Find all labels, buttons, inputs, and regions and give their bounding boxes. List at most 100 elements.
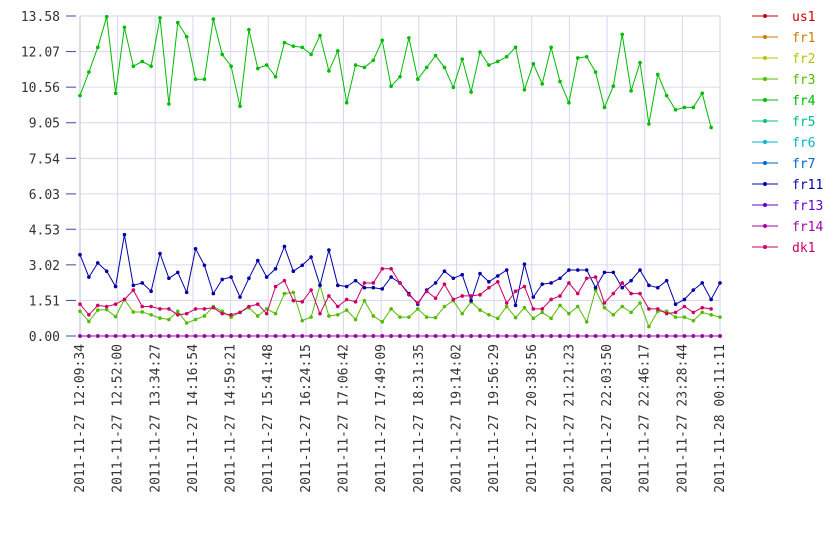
data-point-fr3: [309, 315, 313, 319]
data-point-fr14: [202, 334, 207, 338]
data-point-fr4: [344, 100, 349, 105]
data-point-fr14: [691, 334, 696, 338]
data-point-fr14: [593, 334, 598, 338]
data-point-fr11: [78, 252, 82, 257]
data-point-dk1: [415, 301, 420, 305]
data-point-fr4: [487, 63, 491, 67]
data-point-fr11: [273, 267, 278, 271]
data-point-fr11: [175, 270, 180, 275]
data-point-dk1: [380, 267, 385, 271]
data-point-dk1: [264, 311, 269, 316]
data-point-fr3: [300, 318, 305, 323]
data-point-dk1: [691, 310, 696, 315]
data-point-dk1: [122, 297, 127, 302]
legend-label-fr2: fr2: [792, 52, 815, 67]
data-point-fr4: [371, 58, 376, 63]
data-point-fr11: [593, 285, 598, 290]
data-point-fr14: [487, 334, 491, 338]
data-point-fr11: [718, 281, 722, 285]
data-point-fr4: [398, 74, 402, 79]
data-point-fr11: [504, 268, 509, 272]
series-line-fr11: [79, 234, 721, 306]
data-point-fr11: [291, 269, 296, 273]
data-point-dk1: [584, 276, 589, 281]
data-point-dk1: [567, 281, 571, 285]
data-point-fr11: [487, 280, 491, 284]
data-point-fr14: [647, 334, 651, 338]
data-point-dk1: [478, 292, 482, 297]
data-point-fr3: [398, 315, 402, 319]
data-point-fr14: [193, 334, 198, 338]
data-point-fr11: [673, 302, 678, 306]
data-point-fr11: [655, 285, 660, 290]
data-point-fr3: [167, 317, 171, 322]
series-group: [78, 14, 722, 338]
legend-marker-fr4: [763, 98, 767, 102]
legend-marker-fr3: [763, 77, 767, 81]
data-point-fr14: [522, 334, 527, 338]
data-point-fr11: [611, 270, 616, 275]
data-point-fr11: [469, 298, 473, 303]
data-point-dk1: [647, 307, 651, 311]
data-point-fr14: [531, 334, 536, 338]
legend-marker-fr7: [763, 161, 767, 165]
data-point-fr11: [202, 263, 207, 268]
data-point-fr11: [247, 276, 251, 281]
series-line-fr3: [79, 283, 721, 328]
data-point-fr14: [629, 334, 633, 338]
x-tick-label: 2011-11-27 19:14:02: [449, 344, 464, 493]
data-point-fr14: [673, 334, 678, 338]
data-point-fr11: [495, 274, 500, 278]
x-tick-label: 2011-11-27 17:49:09: [374, 344, 389, 493]
data-point-fr14: [602, 334, 607, 338]
data-point-fr3: [380, 320, 385, 324]
x-tick-label: 2011-11-27 22:46:17: [638, 344, 653, 493]
data-point-fr11: [531, 295, 536, 299]
data-point-fr11: [140, 281, 145, 285]
data-point-fr3: [95, 308, 100, 312]
data-point-fr11: [113, 284, 118, 289]
data-point-fr14: [433, 334, 438, 338]
data-point-fr14: [131, 334, 136, 338]
data-point-dk1: [282, 278, 287, 283]
data-point-fr14: [291, 334, 296, 338]
data-point-fr4: [238, 104, 242, 109]
data-point-fr14: [238, 334, 242, 338]
data-point-dk1: [255, 302, 260, 306]
data-point-fr4: [211, 17, 216, 21]
legend-label-fr14: fr14: [792, 220, 823, 235]
data-point-fr4: [504, 54, 509, 59]
data-point-fr4: [167, 102, 171, 106]
data-point-fr14: [664, 334, 669, 338]
data-point-fr11: [104, 269, 109, 273]
data-point-fr11: [95, 261, 100, 265]
data-point-fr4: [691, 105, 696, 110]
x-tick-label: 2011-11-27 15:41:48: [261, 344, 276, 493]
data-point-fr14: [389, 334, 393, 338]
data-point-fr14: [113, 334, 118, 338]
data-point-fr4: [460, 57, 465, 61]
data-point-fr11: [211, 291, 216, 296]
data-point-fr11: [433, 281, 438, 285]
data-point-dk1: [611, 291, 616, 296]
data-point-fr4: [122, 25, 127, 30]
data-point-fr14: [318, 334, 322, 338]
data-point-dk1: [140, 304, 145, 309]
data-point-fr4: [247, 27, 251, 32]
data-point-fr4: [478, 50, 482, 54]
data-point-fr3: [691, 318, 696, 323]
data-point-fr11: [282, 244, 287, 249]
data-point-fr14: [184, 334, 189, 338]
data-point-dk1: [131, 288, 136, 292]
data-point-fr3: [202, 314, 207, 318]
legend-label-fr4: fr4: [792, 94, 816, 109]
data-point-fr4: [300, 45, 305, 50]
data-point-fr11: [380, 287, 385, 291]
data-point-fr4: [202, 77, 207, 81]
data-point-fr14: [149, 334, 153, 338]
legend-marker-fr6: [763, 140, 767, 144]
data-point-fr14: [407, 334, 411, 338]
data-point-dk1: [469, 294, 473, 298]
data-point-fr4: [229, 64, 233, 68]
